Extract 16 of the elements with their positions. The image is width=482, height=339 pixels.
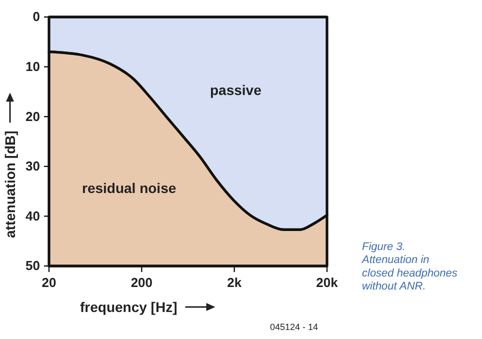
x-tick-label: 2k (227, 275, 242, 290)
y-tick-label: 10 (26, 58, 40, 74)
y-axis-title: attenuation [dB] (2, 130, 18, 238)
text: 045124 - 14 (270, 322, 318, 332)
y-tick-label: 30 (26, 158, 40, 174)
x-axis-title: frequency [Hz] (80, 299, 178, 315)
x-tick-label: 20 (42, 275, 56, 290)
x-tick-label: 20k (316, 275, 339, 290)
x-tick-label: 200 (130, 275, 153, 290)
y-tick-label: 50 (26, 258, 40, 274)
y-tick-label: 20 (26, 108, 40, 124)
y-tick-label: 0 (32, 9, 40, 24)
y-tick-label: 40 (26, 208, 40, 224)
series-label: passive (210, 82, 262, 98)
caption: Figure 3. Attenuation in closed headphones without ANR. (361, 241, 458, 293)
series-label: residual noise (82, 180, 176, 196)
